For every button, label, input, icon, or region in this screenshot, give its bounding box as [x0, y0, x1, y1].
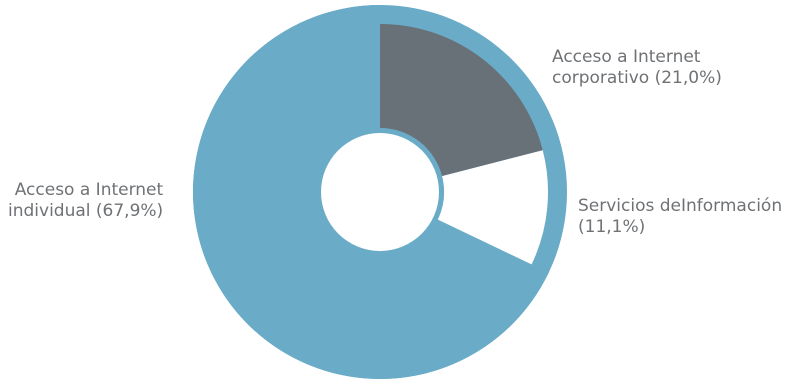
label-individual-internet: Acceso a Internet individual (67,9%) — [8, 180, 164, 221]
label-information-services: Servicios deInformación (11,1%) — [578, 196, 783, 237]
slice-information-services — [437, 150, 548, 265]
slice-individual-internet — [193, 5, 549, 379]
donut-hole — [321, 133, 439, 251]
slice-corporate-internet — [380, 24, 543, 177]
label-corporate-internet: Acceso a Internet corporativo (21,0%) — [552, 47, 722, 88]
